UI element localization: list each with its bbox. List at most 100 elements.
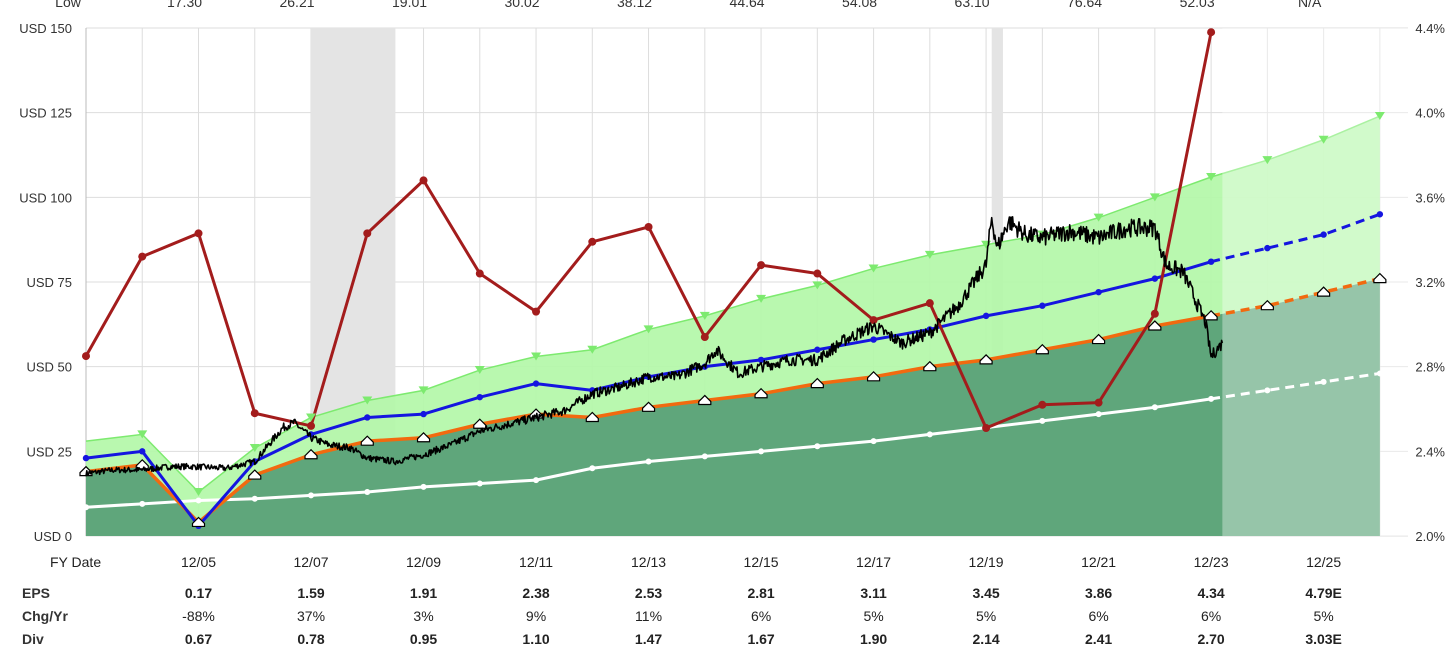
chg-value: 5% bbox=[976, 608, 996, 624]
dividend-marker bbox=[758, 448, 765, 455]
low-price-value: 54.08 bbox=[842, 0, 877, 10]
earnings-marker bbox=[585, 411, 599, 423]
price-series bbox=[85, 216, 1224, 477]
value-band-marker bbox=[249, 443, 260, 452]
value-band-marker bbox=[474, 366, 485, 375]
dividend-marker bbox=[476, 480, 483, 487]
normal-pe-marker bbox=[1207, 258, 1215, 265]
value-band-marker bbox=[812, 281, 823, 290]
div-value: 1.47 bbox=[635, 631, 662, 647]
dividend-marker bbox=[1039, 417, 1046, 424]
left-tick-label: USD 125 bbox=[19, 106, 72, 121]
eps-value: 3.86 bbox=[1085, 585, 1112, 601]
dividend-yield-marker bbox=[869, 316, 878, 325]
x-tick-label: 12/15 bbox=[744, 554, 779, 570]
dividend-yield-marker bbox=[419, 176, 428, 185]
normal-pe-marker bbox=[814, 346, 821, 353]
left-tick-label: USD 100 bbox=[19, 190, 72, 205]
low-price-value: 63.10 bbox=[955, 0, 990, 10]
dividend-yield-marker bbox=[307, 421, 316, 430]
earnings-marker bbox=[1317, 286, 1331, 297]
low-row-label: Low bbox=[55, 0, 82, 10]
x-tick-label: 12/23 bbox=[1194, 554, 1229, 570]
value-band-marker bbox=[531, 352, 542, 361]
value-band-marker bbox=[1093, 213, 1104, 222]
dividend-marker bbox=[251, 495, 258, 502]
eps-value: 1.59 bbox=[297, 585, 324, 601]
div-value: 0.67 bbox=[185, 631, 212, 647]
earnings-line-forecast bbox=[1210, 276, 1381, 318]
normal-pe-marker bbox=[139, 448, 146, 455]
x-tick-label: 12/17 bbox=[856, 554, 891, 570]
dividend-marker bbox=[1151, 404, 1158, 411]
dividend-marker bbox=[645, 458, 652, 465]
chg-value: 9% bbox=[526, 608, 546, 624]
value-band-marker bbox=[587, 345, 598, 354]
value-band-marker bbox=[1206, 173, 1217, 182]
right-tick-label: 4.0% bbox=[1415, 106, 1445, 121]
low-price-value: 30.02 bbox=[505, 0, 540, 10]
dividend-yield-marker bbox=[757, 261, 766, 270]
left-tick-label: USD 0 bbox=[34, 529, 72, 544]
dividend-marker bbox=[1095, 411, 1102, 418]
left-tick-label: USD 150 bbox=[19, 21, 72, 36]
right-tick-label: 3.6% bbox=[1415, 190, 1445, 205]
earnings-marker bbox=[473, 418, 487, 429]
eps-value: 2.81 bbox=[747, 585, 774, 601]
dividend-yield-marker bbox=[700, 333, 709, 342]
low-price-value: 19.01 bbox=[392, 0, 427, 10]
dividend-marker bbox=[926, 431, 933, 438]
dividend-yield-marker bbox=[1150, 309, 1159, 318]
earnings-marker bbox=[698, 394, 712, 406]
eps-value: 3.45 bbox=[972, 585, 999, 601]
right-tick-label: 2.4% bbox=[1415, 444, 1445, 459]
normal-pe-marker bbox=[1320, 231, 1327, 238]
value-band-marker bbox=[1374, 112, 1385, 121]
dividend-line-forecast bbox=[1210, 371, 1381, 401]
dividend-yield-marker bbox=[363, 229, 372, 238]
dividend-yield-marker bbox=[925, 299, 934, 308]
dividend-yield-marker bbox=[982, 424, 991, 433]
dividend-marker bbox=[533, 477, 540, 484]
eps-value: 0.17 bbox=[185, 585, 212, 601]
normal-pe-marker bbox=[420, 410, 427, 418]
chg-value: 6% bbox=[1201, 608, 1221, 624]
div-row-label: Div bbox=[22, 631, 44, 647]
normal-pe-marker bbox=[532, 380, 540, 387]
value-band-marker bbox=[1318, 135, 1329, 144]
value-band-marker bbox=[924, 250, 935, 259]
right-tick-label: 4.4% bbox=[1415, 21, 1445, 36]
chg-value: 5% bbox=[1313, 608, 1333, 624]
earnings-marker bbox=[866, 370, 881, 382]
dividend-marker bbox=[814, 443, 821, 450]
value-band-marker bbox=[193, 487, 204, 496]
eps-value: 3.11 bbox=[860, 585, 887, 601]
dividend-yield-marker bbox=[644, 222, 653, 231]
div-value: 1.10 bbox=[522, 631, 549, 647]
dividend-yield-marker bbox=[138, 252, 147, 261]
value-band-marker bbox=[1149, 193, 1160, 202]
series-markers bbox=[79, 28, 1387, 530]
dividend-marker bbox=[364, 488, 371, 495]
value-band-marker bbox=[418, 386, 429, 395]
chg-value: -88% bbox=[182, 608, 215, 624]
dividend-yield-marker bbox=[82, 352, 90, 361]
dividend-marker bbox=[1320, 378, 1327, 385]
dividend-marker bbox=[139, 500, 146, 507]
right-axis: 2.0% 2.4% 2.8% 3.2% 3.6% 4.0% 4.4% bbox=[1415, 21, 1445, 544]
dividend-yield-marker bbox=[194, 229, 203, 238]
earnings-marker bbox=[191, 516, 206, 528]
dividend-yield-marker bbox=[250, 409, 259, 418]
dividend-marker bbox=[195, 497, 202, 504]
x-tick-label: 12/07 bbox=[293, 554, 328, 570]
div-value: 0.78 bbox=[297, 631, 324, 647]
div-value: 0.95 bbox=[410, 631, 437, 647]
normal-pe-marker bbox=[476, 393, 483, 401]
earnings-marker bbox=[1092, 333, 1106, 345]
dividend-marker bbox=[589, 465, 596, 472]
normal-pe-marker bbox=[1151, 275, 1159, 282]
chg-value: 37% bbox=[297, 608, 325, 624]
x-tick-label: 12/13 bbox=[631, 554, 666, 570]
earnings-marker bbox=[979, 354, 993, 365]
dividend-yield-marker bbox=[813, 269, 822, 278]
